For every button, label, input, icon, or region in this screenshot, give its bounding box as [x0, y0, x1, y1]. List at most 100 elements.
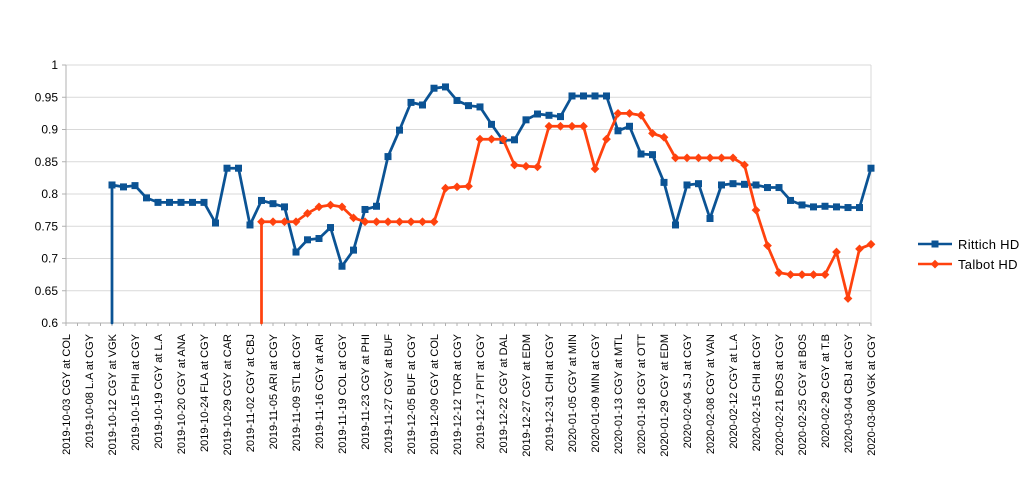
data-point-square — [580, 92, 587, 100]
data-point-diamond — [464, 181, 473, 191]
data-point-diamond — [257, 217, 266, 227]
x-axis-label: 2020-01-09 MIN at CGY — [590, 333, 602, 452]
data-point-diamond — [694, 153, 703, 163]
data-point-square — [844, 204, 852, 212]
data-point-square — [143, 194, 150, 202]
data-point-diamond — [855, 244, 864, 254]
y-axis-label: 0.65 — [35, 284, 59, 298]
data-point-diamond — [303, 208, 312, 218]
data-point-square — [821, 202, 829, 210]
data-point-diamond — [418, 217, 427, 227]
data-point-diamond — [452, 182, 462, 192]
data-point-diamond — [797, 270, 807, 280]
data-point-square — [568, 92, 576, 100]
x-axis-label: 2019-11-09 STL at CGY — [291, 333, 303, 451]
data-point-square — [189, 198, 196, 206]
data-point-square — [384, 153, 392, 161]
x-axis-label: 2019-10-20 CGY at ANA — [176, 333, 188, 454]
data-point-square — [315, 235, 323, 243]
data-point-square — [465, 102, 472, 110]
data-point-diamond — [268, 217, 278, 227]
x-axis-label: 2020-02-29 CGY at T.B — [820, 334, 832, 448]
data-point-diamond — [682, 153, 692, 163]
data-point-square — [614, 127, 622, 135]
data-point-square — [810, 203, 817, 211]
y-axis-labels: 1 0.95 0.9 0.85 0.8 0.75 0.7 0.65 0.6 — [35, 58, 59, 330]
data-point-square — [591, 92, 599, 100]
x-axis-label: 2019-10-24 FLA at CGY — [199, 333, 211, 452]
data-point-square — [258, 196, 265, 204]
data-point-diamond — [613, 108, 623, 118]
data-point-diamond — [809, 270, 818, 280]
data-point-square — [626, 122, 633, 130]
legend-entry-rittich-hd: Rittich HD — [918, 236, 1020, 252]
legend: Rittich HD Talbot HD — [918, 236, 1020, 272]
data-point-diamond — [383, 217, 393, 227]
data-point-square — [338, 262, 346, 270]
data-point-square — [718, 181, 725, 189]
x-axis-ticks — [65, 323, 872, 326]
x-axis-label: 2019-12-09 CGY at COL — [429, 334, 441, 455]
data-point-square — [683, 181, 691, 189]
data-point-square — [488, 120, 495, 128]
x-axis-label: 2020-02-25 CGY at BOS — [797, 334, 809, 455]
data-point-square — [534, 110, 541, 118]
data-point-square — [350, 246, 357, 254]
data-point-square — [729, 180, 737, 188]
data-point-square — [373, 202, 380, 210]
x-axis-label: 2020-01-13 CGY at MTL — [613, 334, 625, 454]
data-point-diamond — [395, 217, 404, 227]
talbot-line-diamond-marker-icon — [918, 259, 952, 269]
data-point-square — [695, 180, 702, 188]
y-axis-label: 0.7 — [41, 252, 58, 266]
x-axis-label: 2019-11-02 CGY at CBJ — [245, 334, 257, 452]
data-point-square — [867, 164, 875, 172]
data-point-diamond — [349, 213, 358, 223]
data-point-square — [166, 198, 173, 206]
data-point-square — [637, 150, 645, 158]
data-point-square — [223, 164, 231, 172]
data-point-diamond — [475, 134, 485, 144]
legend-marker — [930, 259, 940, 269]
x-axis-label: 2019-12-22 CGY at DAL — [498, 334, 510, 454]
x-axis-label: 2019-11-19 COL at CGY — [337, 333, 349, 454]
data-point-square — [442, 83, 449, 91]
x-axis-label: 2019-11-23 CGY at PHI — [360, 334, 372, 450]
data-point-square — [407, 98, 415, 106]
y-axis-label: 0.6 — [41, 316, 58, 330]
data-point-square — [522, 116, 530, 124]
data-point-square — [200, 198, 208, 206]
data-point-square — [660, 178, 668, 186]
data-point-square — [649, 151, 656, 159]
data-point-diamond — [648, 128, 657, 138]
x-axis-label: 2020-02-15 CHI at CGY — [751, 333, 763, 451]
data-point-diamond — [406, 217, 416, 227]
data-point-square — [764, 184, 771, 192]
x-axis-label: 2019-10-29 CGY at CAR — [222, 334, 234, 456]
x-axis-label: 2019-11-05 ARI at CGY — [268, 333, 280, 449]
y-axis-label: 0.8 — [41, 187, 58, 201]
data-point-square — [430, 84, 438, 92]
legend-label-talbot-hd: Talbot HD — [958, 256, 1018, 272]
data-point-diamond — [590, 164, 600, 174]
x-axis-label: 2020-02-04 S.J at CGY — [682, 333, 694, 448]
x-axis-label: 2019-12-17 PIT at CGY — [475, 333, 487, 449]
data-point-diamond — [717, 153, 726, 163]
data-point-diamond — [372, 217, 381, 227]
data-point-diamond — [498, 134, 508, 144]
series-markers-rittich-hd — [108, 83, 875, 270]
x-axis-label: 2020-02-12 CGY at L.A — [728, 333, 740, 448]
x-axis-label: 2019-12-12 TOR at CGY — [452, 333, 464, 455]
data-point-diamond — [843, 294, 853, 303]
data-point-square — [154, 198, 162, 206]
data-point-square — [281, 203, 288, 211]
x-axis-label: 2019-10-03 CGY at COL — [61, 334, 73, 455]
x-axis-label: 2019-10-15 PHI at CGY — [130, 333, 142, 450]
data-point-square — [120, 183, 127, 191]
data-point-square — [798, 201, 806, 209]
data-point-square — [108, 181, 116, 189]
data-point-square — [177, 198, 185, 206]
data-point-diamond — [510, 160, 519, 170]
x-axis-label: 2019-10-08 L.A at CGY — [84, 333, 96, 448]
data-point-diamond — [360, 217, 370, 227]
